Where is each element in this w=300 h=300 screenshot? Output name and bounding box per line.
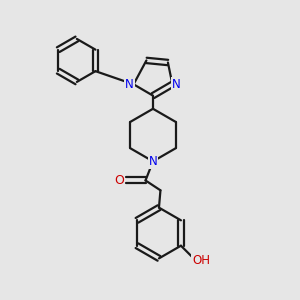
Text: N: N xyxy=(148,155,158,168)
Text: O: O xyxy=(115,174,124,187)
Text: OH: OH xyxy=(192,254,210,266)
Text: N: N xyxy=(172,78,181,91)
Text: N: N xyxy=(125,78,134,91)
